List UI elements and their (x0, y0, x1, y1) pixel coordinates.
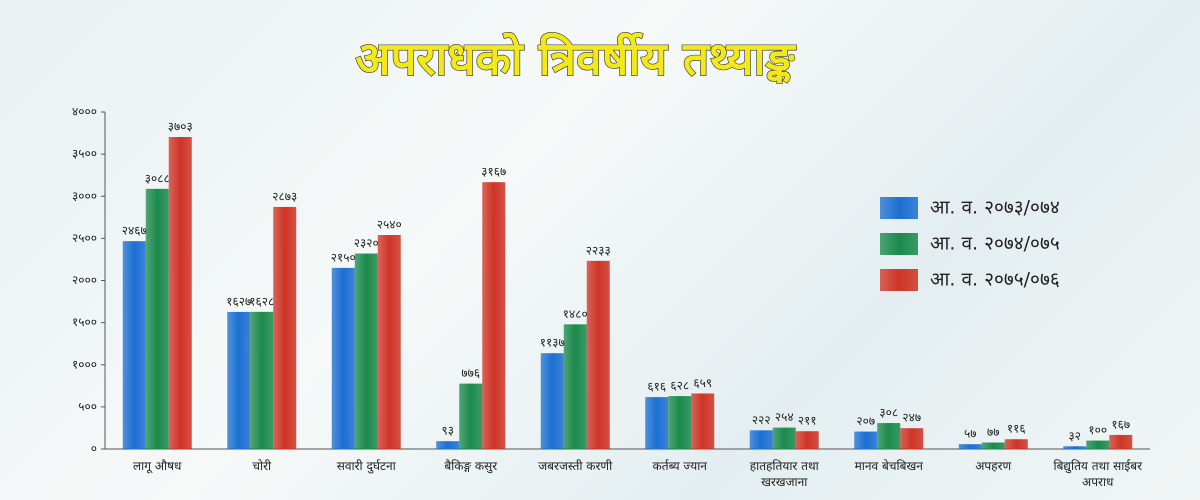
bar (645, 397, 669, 449)
bar (227, 311, 251, 449)
bar (958, 444, 982, 449)
value-label: १६२८ (249, 294, 274, 308)
value-label: २११ (798, 414, 817, 428)
value-label: ५७ (964, 427, 976, 441)
bar (749, 430, 773, 449)
bar (436, 441, 460, 449)
bar (377, 235, 401, 449)
bar (1004, 439, 1028, 449)
bar (331, 267, 355, 449)
y-tick-label: ३५०० (72, 147, 97, 161)
value-label: २३२० (354, 236, 379, 250)
value-label: २५४० (377, 218, 402, 232)
legend-label: आ. व. २०७४/०७५ (930, 233, 1060, 255)
bar (795, 431, 819, 449)
bar (668, 396, 692, 449)
y-tick-label: ४००० (72, 105, 97, 119)
legend-label: आ. व. २०७५/०७६ (930, 269, 1060, 291)
value-label: ९३ (442, 424, 454, 438)
value-label: ७७ (987, 425, 999, 439)
value-label: ३२ (1069, 429, 1081, 443)
y-tick-label: ३००० (72, 189, 97, 203)
value-label: ३०८८ (145, 171, 170, 185)
chart-title: अपराधको त्रिवर्षीय तथ्याङ्क (355, 32, 796, 86)
bar (563, 324, 587, 449)
value-label: ३७०३ (168, 120, 193, 134)
value-label: २१५० (331, 250, 356, 264)
y-tick-label: २००० (72, 273, 97, 287)
legend-swatch (880, 233, 918, 255)
y-tick-label: २५०० (72, 231, 97, 245)
value-label: ३०८ (879, 406, 898, 420)
x-tick-label: अपहरण (975, 459, 1012, 473)
bar (981, 442, 1005, 449)
bar (1086, 440, 1110, 449)
value-label: २८७३ (272, 189, 297, 203)
x-tick-label: हातहतियार तथा खरखजाना (749, 459, 819, 489)
bar (273, 206, 297, 449)
bar (691, 393, 715, 449)
bar (854, 431, 878, 449)
value-label: २२२ (752, 413, 771, 427)
x-tick-label: सवारी दुर्घटना (336, 459, 396, 473)
value-label: १६२७ (226, 294, 251, 308)
y-tick-label: १५०० (72, 315, 97, 329)
bar (250, 311, 274, 449)
value-label: १६७ (1111, 417, 1130, 431)
value-label: २०७ (856, 414, 875, 428)
value-label: २४७ (902, 411, 921, 425)
bar (1109, 434, 1133, 449)
x-tick-label: लागू औषध (133, 459, 182, 473)
legend-swatch (880, 269, 918, 291)
value-label: २४६७ (122, 224, 147, 238)
value-label: ६५९ (693, 376, 712, 390)
x-tick-label: चोरी (252, 459, 272, 473)
value-label: २५४ (775, 410, 794, 424)
value-label: ६१६ (647, 380, 666, 394)
value-label: ११३७ (540, 336, 565, 350)
value-label: ३१६७ (481, 165, 506, 179)
x-tick-label: कर्तब्य ज्यान (652, 459, 707, 473)
legend-label: आ. व. २०७३/०७४ (930, 197, 1060, 219)
bar (482, 182, 506, 450)
bar (877, 423, 901, 449)
bar (122, 241, 146, 449)
value-label: १०० (1088, 423, 1107, 437)
bar (145, 188, 169, 449)
y-tick-label: ० (91, 442, 97, 456)
bar (900, 428, 924, 449)
value-label: ६२८ (670, 379, 689, 393)
y-tick-label: ५०० (78, 399, 97, 413)
bar (168, 137, 192, 449)
bar (459, 383, 483, 449)
y-tick-label: १००० (72, 357, 97, 371)
value-label: ७७६ (461, 366, 480, 380)
x-tick-label: मानव बेचबिखन (854, 459, 923, 473)
value-label: ११६ (1007, 422, 1026, 436)
value-label: १४८० (563, 307, 588, 321)
bar (354, 253, 378, 449)
x-tick-label: बैकिङ्ग कसुर (444, 459, 498, 473)
bar (540, 353, 564, 449)
legend-swatch (880, 197, 918, 219)
bar (1063, 446, 1087, 449)
x-tick-label: बिद्युतिय तथा साईबर अपराध (1053, 459, 1143, 489)
value-label: २२३३ (586, 243, 611, 257)
x-tick-label: जबरजस्ती करणी (538, 459, 613, 473)
bar (586, 260, 610, 449)
bar (772, 427, 796, 449)
